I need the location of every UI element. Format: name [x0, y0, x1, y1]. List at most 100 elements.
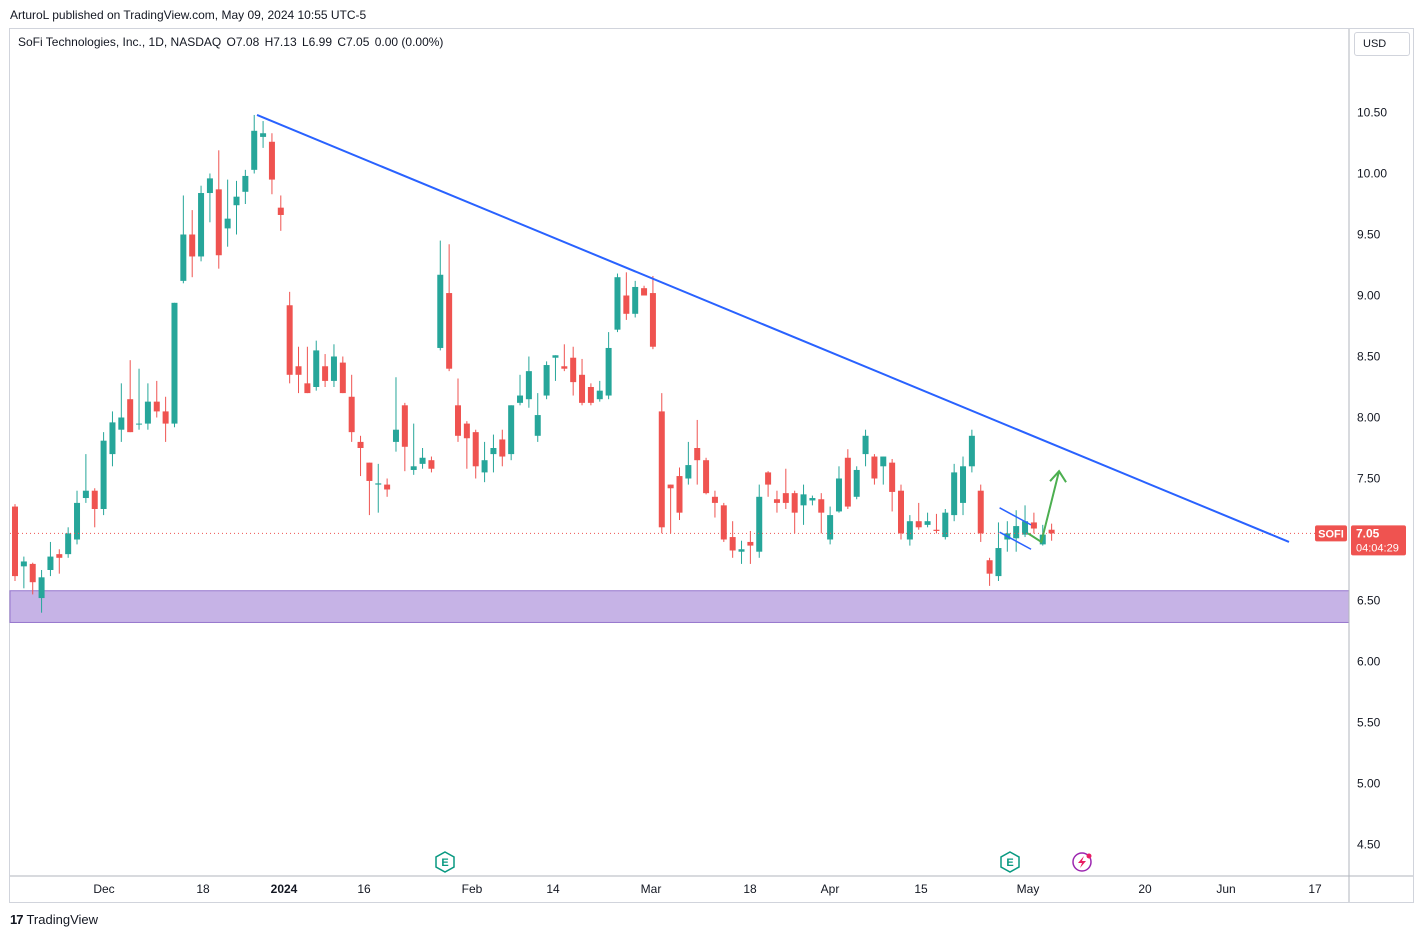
- candle-body: [977, 490, 984, 534]
- candle: [924, 512, 931, 528]
- candle: [109, 411, 116, 467]
- y-tick-label: 9.50: [1357, 228, 1381, 242]
- candle-body: [419, 457, 426, 464]
- y-tick-label: 8.00: [1357, 411, 1381, 425]
- projection-arrow: [1027, 470, 1061, 544]
- x-tick-label: Mar: [641, 882, 662, 896]
- candle: [268, 133, 275, 195]
- candle-body: [348, 396, 355, 433]
- candle: [667, 484, 674, 534]
- earnings-hexagon: [435, 851, 455, 873]
- legend-close: C7.05: [337, 35, 370, 49]
- candle: [871, 454, 878, 485]
- candle: [614, 273, 621, 333]
- candle: [455, 378, 461, 442]
- candle-body: [543, 365, 550, 396]
- candle: [330, 344, 337, 387]
- x-tick-label: 15: [914, 882, 928, 896]
- candle: [525, 356, 532, 408]
- x-tick-label: 20: [1138, 882, 1152, 896]
- candle: [729, 521, 736, 558]
- candle: [153, 380, 160, 418]
- candle: [800, 484, 807, 525]
- candle-body: [472, 432, 479, 467]
- candle-body: [641, 288, 648, 296]
- candle-body: [1030, 522, 1037, 529]
- candle: [251, 114, 258, 174]
- candle: [942, 509, 949, 540]
- candle: [543, 361, 550, 400]
- candle: [995, 522, 1002, 581]
- candle-body: [251, 130, 258, 170]
- candle-body: [1013, 526, 1020, 539]
- candle-body: [552, 355, 559, 358]
- candle-body: [924, 521, 931, 525]
- candle: [809, 495, 816, 506]
- candle-body: [898, 490, 904, 534]
- candle: [375, 463, 382, 513]
- candle: [703, 457, 710, 495]
- candle: [649, 275, 656, 350]
- candle: [472, 429, 479, 479]
- candle-body: [676, 476, 683, 513]
- candle-body: [951, 472, 958, 516]
- candle: [481, 441, 488, 483]
- candle-body: [800, 494, 807, 506]
- candle: [534, 393, 541, 442]
- candle: [47, 541, 54, 577]
- candle-body: [330, 356, 337, 381]
- candle-body: [915, 521, 922, 528]
- candle: [632, 280, 639, 318]
- x-tick-label: 2024: [271, 882, 298, 896]
- candle-body: [286, 305, 293, 375]
- candle-body: [747, 541, 754, 546]
- x-tick-label: Apr: [821, 882, 840, 896]
- candle: [844, 449, 851, 509]
- candle-body: [29, 563, 36, 583]
- candle-body: [109, 422, 116, 455]
- x-tick-label: Jun: [1216, 882, 1235, 896]
- candle: [694, 419, 701, 485]
- candle-body: [658, 411, 665, 528]
- candle: [419, 448, 426, 469]
- tradingview-logo-icon: 17: [10, 912, 24, 927]
- candle: [38, 570, 45, 613]
- candle-body: [782, 493, 789, 503]
- candle: [286, 291, 293, 384]
- candle-body: [844, 457, 851, 507]
- flag-channel-line: [999, 507, 1032, 526]
- candle: [20, 556, 27, 589]
- candle-body: [463, 423, 470, 439]
- candle-body: [960, 466, 967, 503]
- tradingview-footer[interactable]: 17 TradingView: [10, 912, 98, 927]
- candle-body: [561, 366, 568, 369]
- candle-body: [375, 483, 382, 485]
- candle-body: [38, 577, 45, 599]
- candle-body: [942, 512, 949, 538]
- candle-body: [499, 439, 506, 457]
- candle: [587, 383, 594, 406]
- x-tick-label: Feb: [462, 882, 483, 896]
- candle-body: [685, 465, 692, 479]
- earnings-hexagon: [1000, 851, 1020, 873]
- candle: [818, 493, 825, 534]
- candle: [552, 355, 559, 381]
- candle-body: [198, 193, 205, 257]
- candle: [756, 484, 763, 558]
- currency-selector[interactable]: USD: [1354, 32, 1410, 56]
- candle: [889, 458, 896, 512]
- candle-body: [162, 411, 169, 424]
- candle: [56, 549, 63, 574]
- candle: [658, 393, 665, 534]
- candle-body: [765, 472, 772, 485]
- candle-body: [773, 499, 780, 503]
- legend-low: L6.99: [301, 35, 332, 49]
- candle: [437, 240, 444, 351]
- candle: [968, 429, 975, 473]
- candle-body: [277, 207, 284, 215]
- price-tag: SOFI 7.05 04:04:29: [1315, 525, 1406, 556]
- candle: [224, 179, 231, 247]
- candle: [401, 402, 408, 472]
